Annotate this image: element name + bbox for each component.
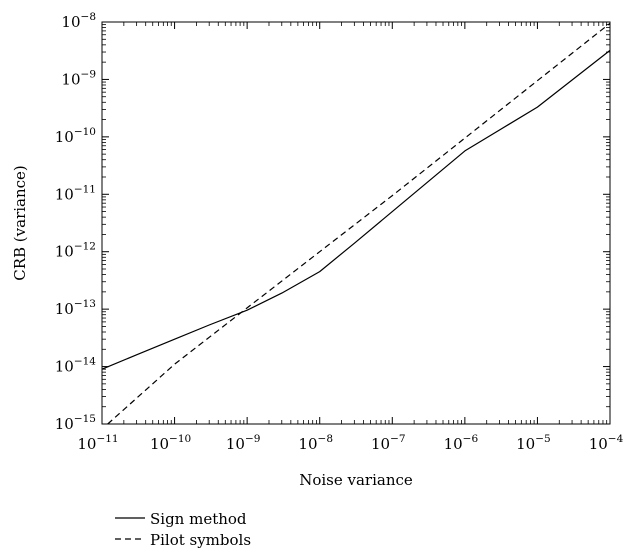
x-axis-ticks: 10−11 10−10 10−9 10−8 10−7 10−6 10−5 10−4 <box>77 22 624 453</box>
plot-frame <box>101 21 611 425</box>
series-layer <box>101 22 611 425</box>
x-tick-label: 10−8 <box>298 433 333 453</box>
legend: Sign method Pilot symbols <box>115 510 251 549</box>
series-line-pilot-symbols <box>107 22 611 425</box>
legend-label-pilot-symbols: Pilot symbols <box>150 531 251 549</box>
y-tick-label: 10−14 <box>55 356 97 376</box>
x-tick-label: 10−6 <box>444 433 479 453</box>
x-tick-label: 10−10 <box>150 433 191 453</box>
y-tick-label: 10−15 <box>55 413 96 433</box>
y-tick-label: 10−11 <box>55 183 96 203</box>
y-tick-label: 10−13 <box>55 298 96 318</box>
y-tick-label: 10−12 <box>55 241 96 261</box>
y-tick-label: 10−8 <box>61 11 96 31</box>
x-axis-label: Noise variance <box>299 471 413 489</box>
x-tick-label: 10−5 <box>516 433 551 453</box>
legend-label-sign-method: Sign method <box>150 510 247 528</box>
x-tick-label: 10−7 <box>371 433 406 453</box>
y-tick-label: 10−9 <box>61 68 96 88</box>
x-tick-label: 10−4 <box>589 433 624 453</box>
x-tick-label: 10−11 <box>77 433 118 453</box>
series-line-sign-method <box>101 49 611 370</box>
y-axis-ticks: 10−15 10−14 10−13 10−12 10−11 10−10 10−9 10−8 <box>55 11 610 433</box>
y-tick-label: 10−10 <box>55 126 96 146</box>
x-tick-label: 10−9 <box>226 433 261 453</box>
y-axis-label: CRB (variance) <box>11 165 29 281</box>
